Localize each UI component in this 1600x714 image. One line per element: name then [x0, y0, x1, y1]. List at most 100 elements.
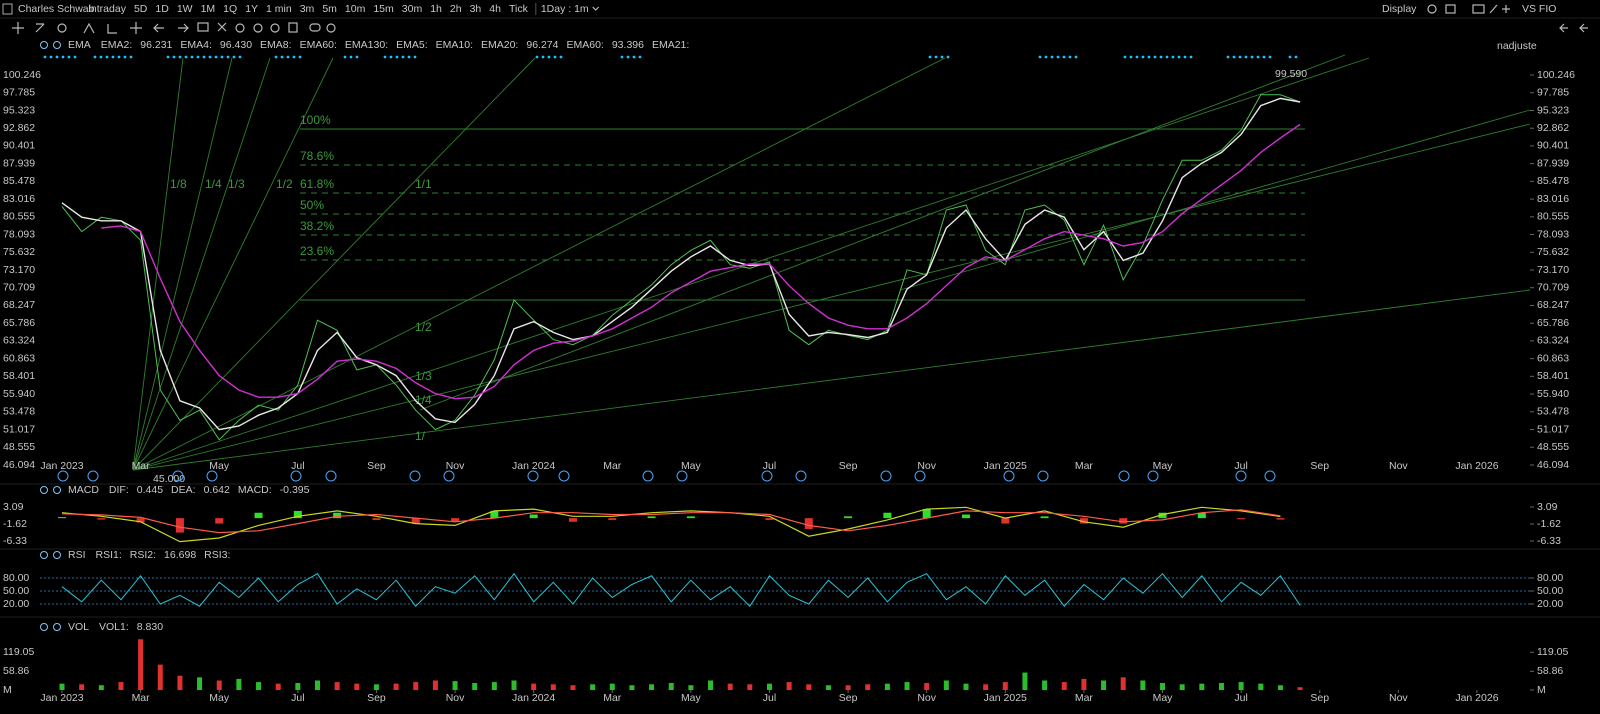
legend-name[interactable]: EMA [68, 39, 91, 51]
period-button[interactable]: 10m [345, 3, 366, 15]
adjust-menu[interactable]: nadjuste [1497, 40, 1537, 52]
note-tool[interactable] [197, 22, 209, 32]
period-button[interactable]: 1M [201, 3, 216, 15]
legend-name[interactable]: RSI [68, 549, 86, 561]
legend-settings[interactable] [40, 551, 48, 559]
measure-tool[interactable] [130, 22, 142, 34]
macd-bar [804, 518, 813, 529]
event-marker[interactable] [642, 470, 654, 482]
period-button[interactable]: 1 min [266, 3, 292, 15]
period-button[interactable]: 5m [322, 3, 337, 15]
camera-icon[interactable] [1472, 4, 1485, 14]
event-marker[interactable] [409, 470, 421, 482]
forward-icon[interactable] [1579, 23, 1588, 33]
event-marker[interactable] [1235, 470, 1247, 482]
event-marker[interactable] [1147, 470, 1159, 482]
event-marker[interactable] [1264, 470, 1276, 482]
period-button[interactable]: 3m [300, 3, 315, 15]
period-button[interactable]: 1Y [245, 3, 258, 15]
event-marker[interactable] [527, 470, 539, 482]
volume-bar [197, 677, 203, 690]
interval-menu[interactable]: 1Day : 1m [541, 3, 589, 15]
hide-tool[interactable] [270, 23, 280, 33]
legend-item: 96.274 [526, 39, 558, 51]
event-marker[interactable] [443, 470, 455, 482]
volume-bar [727, 683, 733, 690]
compare-button[interactable]: VS FIO [1522, 3, 1556, 15]
event-marker[interactable] [87, 470, 99, 482]
legend-visibility[interactable] [53, 41, 61, 49]
event-marker[interactable] [1118, 470, 1130, 482]
gann-label: 1/3 [415, 369, 432, 383]
event-marker[interactable] [676, 470, 688, 482]
event-marker[interactable] [558, 470, 570, 482]
legend-settings[interactable] [40, 623, 48, 631]
fib-tool[interactable] [83, 22, 95, 34]
event-marker[interactable] [1037, 470, 1049, 482]
signal-dot [349, 55, 353, 59]
display-menu[interactable]: Display [1382, 3, 1417, 15]
link-tool[interactable] [309, 23, 321, 32]
period-button[interactable]: Intraday [88, 3, 127, 15]
y-tick-label: 119.05 [3, 646, 34, 658]
legend-visibility[interactable] [53, 486, 61, 494]
period-button[interactable]: Tick [509, 3, 529, 15]
event-marker[interactable] [206, 470, 218, 482]
event-marker[interactable] [1003, 470, 1015, 482]
legend-settings[interactable] [40, 41, 48, 49]
event-marker[interactable] [290, 470, 302, 482]
legend-name[interactable]: VOL [68, 621, 89, 633]
macd-bar [1001, 518, 1010, 524]
period-button[interactable]: 30m [402, 3, 423, 15]
signal-dot [226, 55, 230, 59]
back-icon[interactable] [1559, 23, 1568, 33]
legend-visibility[interactable] [53, 551, 61, 559]
period-button[interactable]: 5D [134, 3, 148, 15]
y-tick-label: 46.094 [3, 459, 35, 471]
compare-icon[interactable] [1502, 5, 1510, 13]
gann-tool[interactable] [107, 24, 117, 34]
macd-bar [568, 518, 577, 522]
period-button[interactable]: 1D [155, 3, 169, 15]
settings-icon[interactable] [1427, 4, 1437, 14]
lock-tool[interactable] [253, 23, 263, 33]
legend-visibility[interactable] [53, 623, 61, 631]
app-title[interactable]: Charles Schwab [18, 3, 95, 15]
signal-dot [67, 55, 71, 59]
event-marker[interactable] [761, 470, 773, 482]
erase-tool[interactable] [217, 22, 227, 32]
x-tick-label: Mar [1075, 692, 1094, 704]
magnet-tool[interactable] [235, 23, 245, 33]
line-tool[interactable] [35, 23, 45, 33]
pen-icon[interactable] [1489, 4, 1498, 14]
event-marker[interactable] [57, 470, 69, 482]
panel-icon[interactable] [2, 3, 13, 15]
period-button[interactable]: 1Q [223, 3, 237, 15]
period-button[interactable]: 1W [177, 3, 193, 15]
settings-tool[interactable] [326, 23, 336, 33]
shape-tool[interactable] [57, 23, 67, 33]
redo-tool[interactable] [178, 23, 189, 33]
event-marker[interactable] [795, 470, 807, 482]
period-button[interactable]: 1h [430, 3, 442, 15]
event-marker[interactable] [325, 470, 337, 482]
event-marker[interactable] [172, 470, 184, 482]
volume-bar [786, 682, 792, 690]
y-tick-label: -6.33 [1537, 535, 1561, 547]
volume-bar [1238, 682, 1244, 690]
volume-bar [216, 680, 222, 690]
period-button[interactable]: 4h [489, 3, 501, 15]
event-marker[interactable] [914, 470, 926, 482]
event-marker[interactable] [880, 470, 892, 482]
period-button[interactable]: 15m [373, 3, 394, 15]
layout-icon[interactable] [1445, 4, 1456, 14]
delete-tool[interactable] [288, 22, 298, 33]
crosshair-tool[interactable] [12, 22, 24, 34]
signal-dot [413, 55, 417, 59]
period-button[interactable]: 2h [450, 3, 462, 15]
period-button[interactable]: 3h [470, 3, 482, 15]
volume-bar [314, 680, 320, 690]
legend-name[interactable]: MACD [68, 484, 99, 496]
undo-tool[interactable] [153, 23, 164, 33]
legend-settings[interactable] [40, 486, 48, 494]
